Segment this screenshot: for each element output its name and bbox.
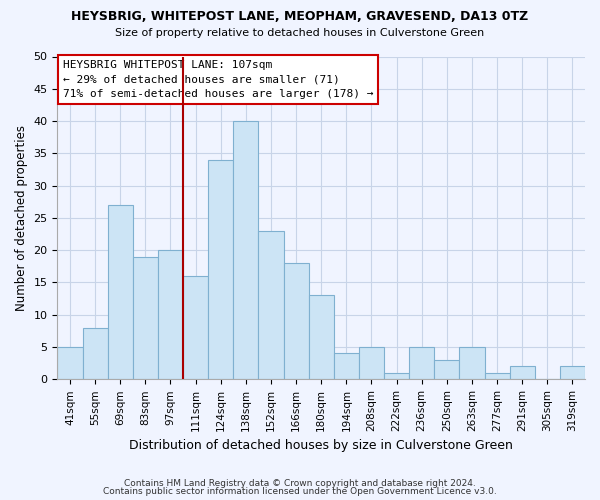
- X-axis label: Distribution of detached houses by size in Culverstone Green: Distribution of detached houses by size …: [129, 440, 513, 452]
- Text: Size of property relative to detached houses in Culverstone Green: Size of property relative to detached ho…: [115, 28, 485, 38]
- Bar: [308, 296, 334, 380]
- Bar: [233, 121, 259, 380]
- Bar: [359, 347, 384, 380]
- Bar: [133, 256, 158, 380]
- Bar: [83, 328, 107, 380]
- Y-axis label: Number of detached properties: Number of detached properties: [15, 125, 28, 311]
- Bar: [284, 263, 308, 380]
- Bar: [183, 276, 208, 380]
- Bar: [107, 205, 133, 380]
- Bar: [485, 373, 509, 380]
- Bar: [58, 347, 83, 380]
- Bar: [509, 366, 535, 380]
- Bar: [384, 373, 409, 380]
- Bar: [409, 347, 434, 380]
- Bar: [460, 347, 485, 380]
- Bar: [158, 250, 183, 380]
- Text: HEYSBRIG, WHITEPOST LANE, MEOPHAM, GRAVESEND, DA13 0TZ: HEYSBRIG, WHITEPOST LANE, MEOPHAM, GRAVE…: [71, 10, 529, 23]
- Text: HEYSBRIG WHITEPOST LANE: 107sqm
← 29% of detached houses are smaller (71)
71% of: HEYSBRIG WHITEPOST LANE: 107sqm ← 29% of…: [62, 60, 373, 100]
- Bar: [334, 354, 359, 380]
- Text: Contains HM Land Registry data © Crown copyright and database right 2024.: Contains HM Land Registry data © Crown c…: [124, 478, 476, 488]
- Bar: [434, 360, 460, 380]
- Text: Contains public sector information licensed under the Open Government Licence v3: Contains public sector information licen…: [103, 487, 497, 496]
- Bar: [259, 231, 284, 380]
- Bar: [560, 366, 585, 380]
- Bar: [208, 160, 233, 380]
